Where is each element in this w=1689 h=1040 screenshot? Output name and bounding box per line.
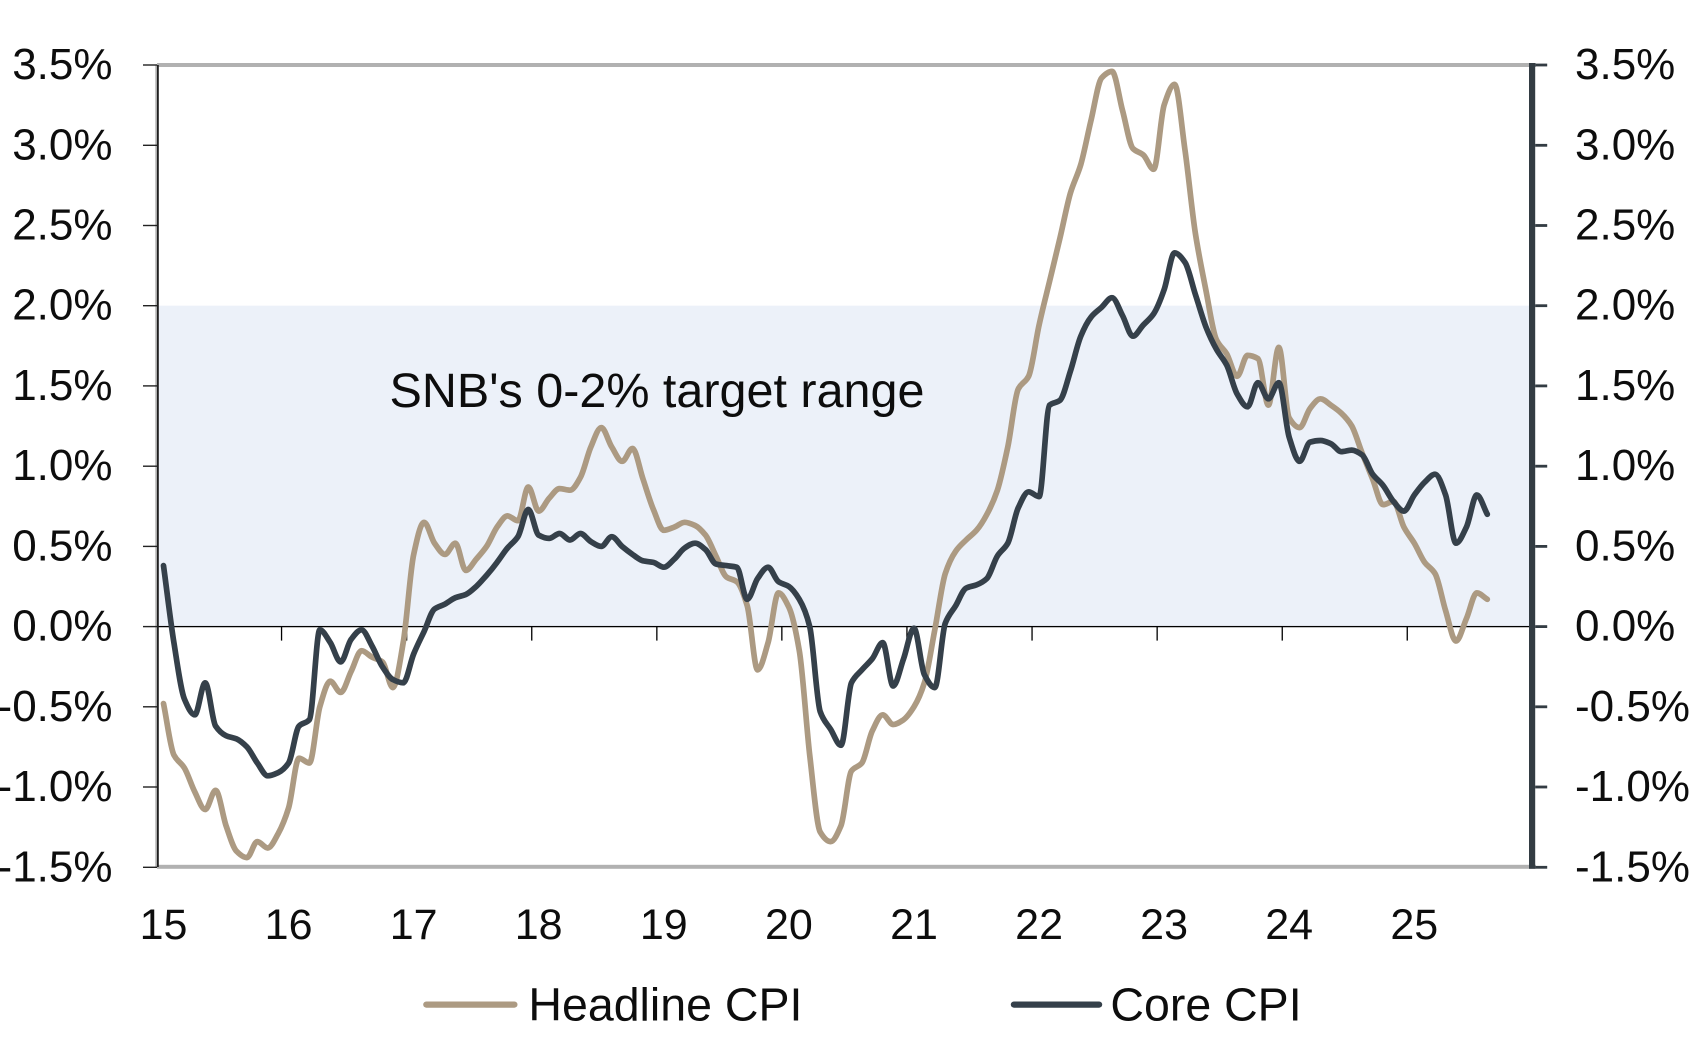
svg-text:Headline CPI: Headline CPI	[528, 979, 802, 1031]
svg-text:24: 24	[1265, 901, 1313, 949]
svg-text:21: 21	[890, 901, 938, 949]
svg-text:3.5%: 3.5%	[12, 40, 112, 89]
svg-text:25: 25	[1390, 901, 1438, 949]
svg-text:15: 15	[140, 901, 188, 949]
svg-text:17: 17	[390, 901, 438, 949]
svg-text:1.5%: 1.5%	[12, 361, 112, 410]
svg-text:2.5%: 2.5%	[1575, 201, 1675, 250]
svg-text:2.5%: 2.5%	[12, 201, 112, 250]
svg-text:3.0%: 3.0%	[1575, 120, 1675, 169]
svg-text:20: 20	[765, 901, 813, 949]
svg-text:1.0%: 1.0%	[1575, 441, 1675, 490]
svg-text:0.0%: 0.0%	[1575, 602, 1675, 651]
svg-text:-1.0%: -1.0%	[1575, 762, 1689, 811]
svg-text:16: 16	[265, 901, 313, 949]
svg-text:0.5%: 0.5%	[12, 521, 112, 570]
svg-text:-0.5%: -0.5%	[1575, 682, 1689, 731]
svg-text:SNB's 0-2% target range: SNB's 0-2% target range	[390, 364, 925, 418]
svg-text:19: 19	[640, 901, 688, 949]
svg-text:-1.5%: -1.5%	[0, 842, 113, 891]
svg-text:2.0%: 2.0%	[12, 281, 112, 330]
svg-text:0.0%: 0.0%	[12, 602, 112, 651]
svg-text:3.0%: 3.0%	[12, 120, 112, 169]
svg-text:18: 18	[515, 901, 563, 949]
svg-text:-0.5%: -0.5%	[0, 682, 113, 731]
svg-text:0.5%: 0.5%	[1575, 521, 1675, 570]
svg-text:1.5%: 1.5%	[1575, 361, 1675, 410]
svg-text:2.0%: 2.0%	[1575, 281, 1675, 330]
svg-text:23: 23	[1140, 901, 1188, 949]
svg-text:22: 22	[1015, 901, 1063, 949]
svg-text:-1.0%: -1.0%	[0, 762, 113, 811]
svg-text:-1.5%: -1.5%	[1575, 842, 1689, 891]
svg-text:3.5%: 3.5%	[1575, 40, 1675, 89]
svg-text:1.0%: 1.0%	[12, 441, 112, 490]
svg-text:Core CPI: Core CPI	[1110, 979, 1301, 1031]
